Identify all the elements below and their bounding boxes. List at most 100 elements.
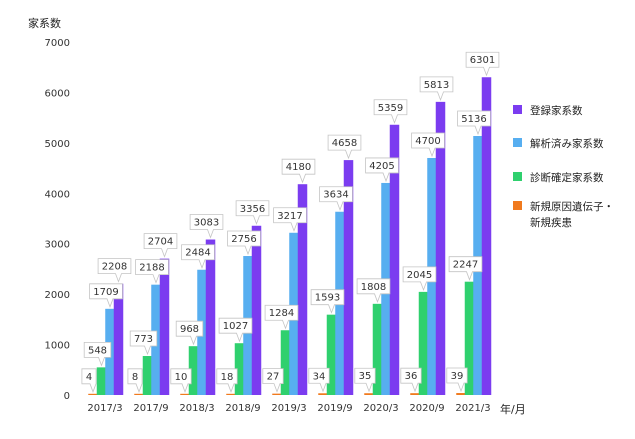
- data-label: 1027: [218, 317, 253, 343]
- legend-label: 診断確定家系数: [530, 171, 604, 184]
- data-label-box: [365, 157, 399, 183]
- data-label-box: [135, 259, 169, 284]
- data-label-text: 2045: [407, 270, 432, 281]
- bar: [326, 314, 337, 395]
- y-axis: 0 1000 2000 3000 4000 5000 6000 7000: [45, 38, 70, 402]
- x-tick-label: 2020/3: [363, 403, 398, 414]
- data-label-box: [235, 200, 270, 225]
- data-label: 35: [354, 367, 376, 393]
- legend-item: 登録家系数: [513, 104, 583, 117]
- legend-item: 診断確定家系数: [513, 171, 604, 184]
- bar: [280, 330, 291, 395]
- data-label: 4180: [281, 158, 316, 184]
- y-tick-label: 3000: [45, 240, 70, 251]
- data-label-box: [448, 256, 483, 281]
- data-label-text: 39: [451, 371, 464, 382]
- bar: [318, 393, 328, 395]
- data-label: 4: [81, 368, 97, 393]
- data-label-text: 3356: [240, 204, 265, 215]
- data-label: 4658: [327, 134, 362, 160]
- legend-swatch: [513, 105, 522, 114]
- data-label: 773: [129, 330, 158, 356]
- data-label-box: [402, 266, 437, 292]
- data-label-box: [264, 304, 299, 330]
- bar: [226, 393, 236, 395]
- legend-label: 解析済み家系数: [530, 137, 604, 150]
- bar: [159, 258, 170, 395]
- data-label-text: 2484: [185, 248, 210, 259]
- data-label-text: 1593: [315, 293, 340, 304]
- data-label: 1709: [89, 283, 123, 308]
- data-label-box: [354, 367, 376, 393]
- data-label-box: [127, 368, 143, 393]
- data-label-box: [457, 110, 491, 136]
- data-label-box: [97, 258, 132, 283]
- legend-label: 新規疾患: [530, 216, 572, 229]
- data-label-text: 36: [405, 371, 418, 382]
- data-label-text: 18: [221, 372, 234, 383]
- data-label: 6301: [465, 51, 500, 77]
- data-label-box: [356, 278, 391, 303]
- data-label-text: 4658: [332, 138, 357, 149]
- bar: [142, 356, 153, 395]
- y-tick-label: 0: [64, 391, 70, 402]
- bar: [251, 225, 262, 395]
- x-tick-label: 2017/9: [133, 403, 168, 414]
- data-label-text: 3083: [194, 218, 219, 229]
- data-label: 2704: [143, 233, 178, 258]
- data-label-text: 2247: [453, 260, 478, 271]
- bar: [435, 101, 446, 396]
- data-label-text: 34: [313, 371, 326, 382]
- data-label-box: [262, 368, 284, 393]
- data-label-box: [373, 99, 408, 124]
- data-label-box: [411, 132, 445, 158]
- data-label-box: [81, 368, 97, 393]
- legend-item: 解析済み家系数: [513, 137, 604, 150]
- legend-swatch: [513, 172, 522, 181]
- data-label-text: 5813: [424, 80, 449, 91]
- data-label-text: 5359: [378, 103, 403, 114]
- data-label-box: [281, 158, 316, 184]
- bar: [372, 303, 383, 395]
- data-label: 1808: [356, 278, 391, 303]
- bar: [481, 77, 492, 395]
- data-label-box: [83, 341, 112, 367]
- data-label: 968: [175, 320, 204, 346]
- legend-swatch: [513, 201, 522, 210]
- data-label: 10: [170, 368, 192, 393]
- data-label-box: [310, 289, 345, 314]
- data-label-text: 773: [134, 334, 153, 345]
- x-tick-label: 2021/3: [455, 403, 490, 414]
- data-label-box: [175, 320, 204, 346]
- x-tick-label: 2018/3: [179, 403, 214, 414]
- data-label-box: [89, 283, 123, 308]
- data-labels: 4 548 1709 2208 8 773 2188 2704 10 968 2484 3083 18 1…: [81, 51, 500, 393]
- data-label: 3217: [273, 207, 307, 232]
- data-label-text: 2188: [139, 263, 164, 274]
- data-label-text: 27: [267, 372, 280, 383]
- bar: [410, 393, 420, 395]
- data-label: 2188: [135, 259, 169, 284]
- data-label-box: [170, 368, 192, 393]
- bar: [205, 239, 216, 395]
- x-axis-title: 年/月: [500, 402, 526, 416]
- data-label: 39: [446, 367, 468, 393]
- data-label: 4205: [365, 157, 399, 183]
- data-label: 1284: [264, 304, 299, 330]
- data-label-box: [419, 76, 454, 101]
- x-tick-label: 2019/9: [317, 403, 352, 414]
- y-axis-title: 家系数: [28, 16, 61, 30]
- y-tick-label: 5000: [45, 139, 70, 150]
- data-label-text: 5136: [461, 114, 486, 125]
- data-label-box: [189, 214, 224, 239]
- data-label: 548: [83, 341, 112, 367]
- data-label: 3356: [235, 200, 270, 225]
- data-label: 5359: [373, 99, 408, 124]
- data-label: 3083: [189, 214, 224, 239]
- data-label: 2208: [97, 258, 132, 283]
- data-label-text: 968: [180, 324, 199, 335]
- data-label: 8: [127, 368, 143, 393]
- x-tick-label: 2019/3: [271, 403, 306, 414]
